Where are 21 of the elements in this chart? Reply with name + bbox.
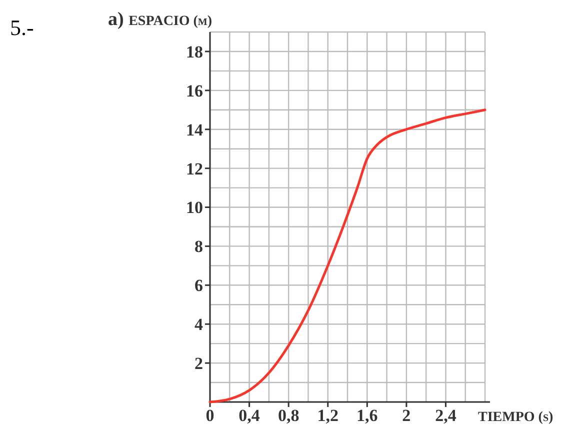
y-axis-title: ESPACIO (m) [128,14,212,29]
x-tick-label: 1,2 [317,406,338,425]
x-tick-label: 0 [206,406,214,425]
text: 5.- [10,15,34,40]
y-tick-label: 8 [194,237,203,256]
x-tick-label: 2,4 [435,406,457,425]
x-tick-label: 1,6 [356,406,378,425]
x-tick-label: 0,4 [238,406,260,425]
line-series [208,108,486,404]
y-tick-label: 14 [186,120,204,140]
y-tick-label: 4 [194,315,204,334]
y-tick-label: 18 [186,42,203,62]
x-tick-label: 2 [402,406,411,425]
y-tick-label: 16 [186,81,203,100]
y-tick-label: 6 [194,276,203,296]
text: a) [108,9,129,30]
y-tick-label: 10 [186,198,203,218]
y-tick-label: 2 [194,354,203,374]
y-tick-label: 12 [186,159,203,178]
x-axis-title: TIEMPO (s) [478,410,554,425]
x-tick-label: 0,8 [278,406,300,425]
